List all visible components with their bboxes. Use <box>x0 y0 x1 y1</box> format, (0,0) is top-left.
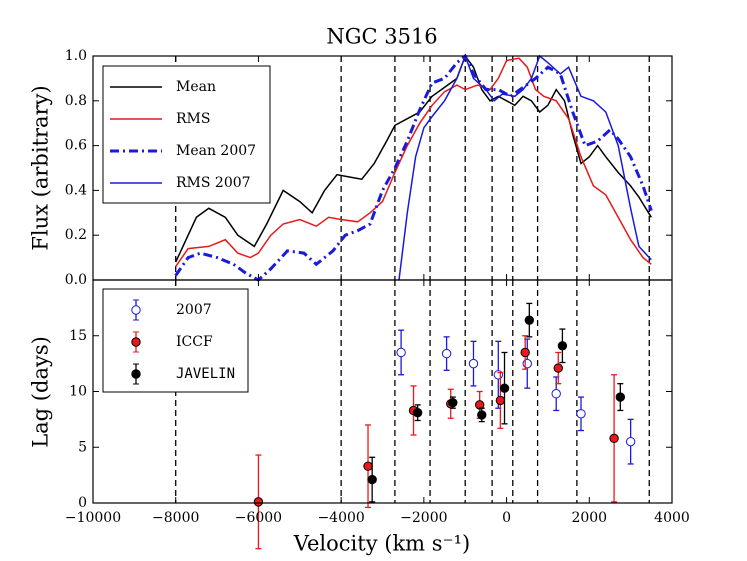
x-tick-label: −6000 <box>235 510 282 526</box>
data-line <box>174 53 653 282</box>
legend-label: Mean <box>176 79 216 95</box>
x-axis-label: Velocity (km s⁻¹) <box>293 532 470 556</box>
data-point <box>448 397 458 408</box>
data-point <box>363 461 373 471</box>
legend-swatch <box>131 337 141 347</box>
data-point <box>524 315 535 325</box>
data-point <box>576 409 586 419</box>
x-tick-label: −8000 <box>152 510 199 526</box>
chart-title: NGC 3516 <box>326 25 437 49</box>
y-tick-label: 5 <box>78 439 87 455</box>
y-axis-label: Lag (days) <box>29 336 53 448</box>
y-tick-label: 0.6 <box>65 138 87 154</box>
legend-label: JAVELIN <box>176 366 235 382</box>
y-tick-label: 0.8 <box>65 93 87 109</box>
data-point <box>615 392 626 402</box>
legend-swatch <box>131 369 141 379</box>
data-point <box>474 400 485 410</box>
y-tick-label: 0.2 <box>65 227 87 243</box>
data-point <box>493 370 503 380</box>
data-point <box>520 347 530 358</box>
x-tick-label: 2000 <box>571 510 607 526</box>
x-tick-label: 4000 <box>654 510 690 526</box>
data-point <box>557 341 568 351</box>
x-tick-label: −4000 <box>317 510 364 526</box>
y-tick-label: 0 <box>78 495 87 511</box>
data-point <box>396 347 406 358</box>
legend-box <box>102 65 271 204</box>
data-point <box>412 407 423 418</box>
data-point <box>495 395 506 406</box>
y-tick-label: 10 <box>69 384 87 400</box>
y-tick-label: 0.4 <box>65 182 87 198</box>
data-point <box>367 474 377 485</box>
legend-label: Mean 2007 <box>176 143 256 159</box>
data-point <box>468 358 479 369</box>
legend-label: 2007 <box>176 302 212 318</box>
legend-label: RMS <box>176 111 210 127</box>
data-line <box>398 53 652 281</box>
y-tick-label: 1.0 <box>65 48 87 64</box>
data-point <box>477 410 487 420</box>
legend-label: ICCF <box>176 334 213 350</box>
data-point <box>609 433 619 444</box>
legend-swatch <box>131 305 141 315</box>
legend-box <box>102 288 249 393</box>
legend-label: RMS 2007 <box>176 175 251 191</box>
data-point <box>253 497 264 507</box>
data-point <box>499 383 510 393</box>
data-point <box>625 436 636 447</box>
data-point <box>551 389 561 399</box>
x-tick-label: −2000 <box>400 510 447 526</box>
y-tick-label: 0.0 <box>65 272 87 288</box>
y-axis-label: Flux (arbitrary) <box>29 85 53 250</box>
data-point <box>441 348 452 359</box>
plot-frame <box>92 279 673 504</box>
x-tick-label: 0 <box>502 510 511 526</box>
data-point <box>553 363 563 373</box>
y-tick-label: 15 <box>69 328 87 344</box>
data-point <box>522 358 532 369</box>
x-tick-label: −10000 <box>65 510 121 526</box>
data-line <box>175 57 652 268</box>
